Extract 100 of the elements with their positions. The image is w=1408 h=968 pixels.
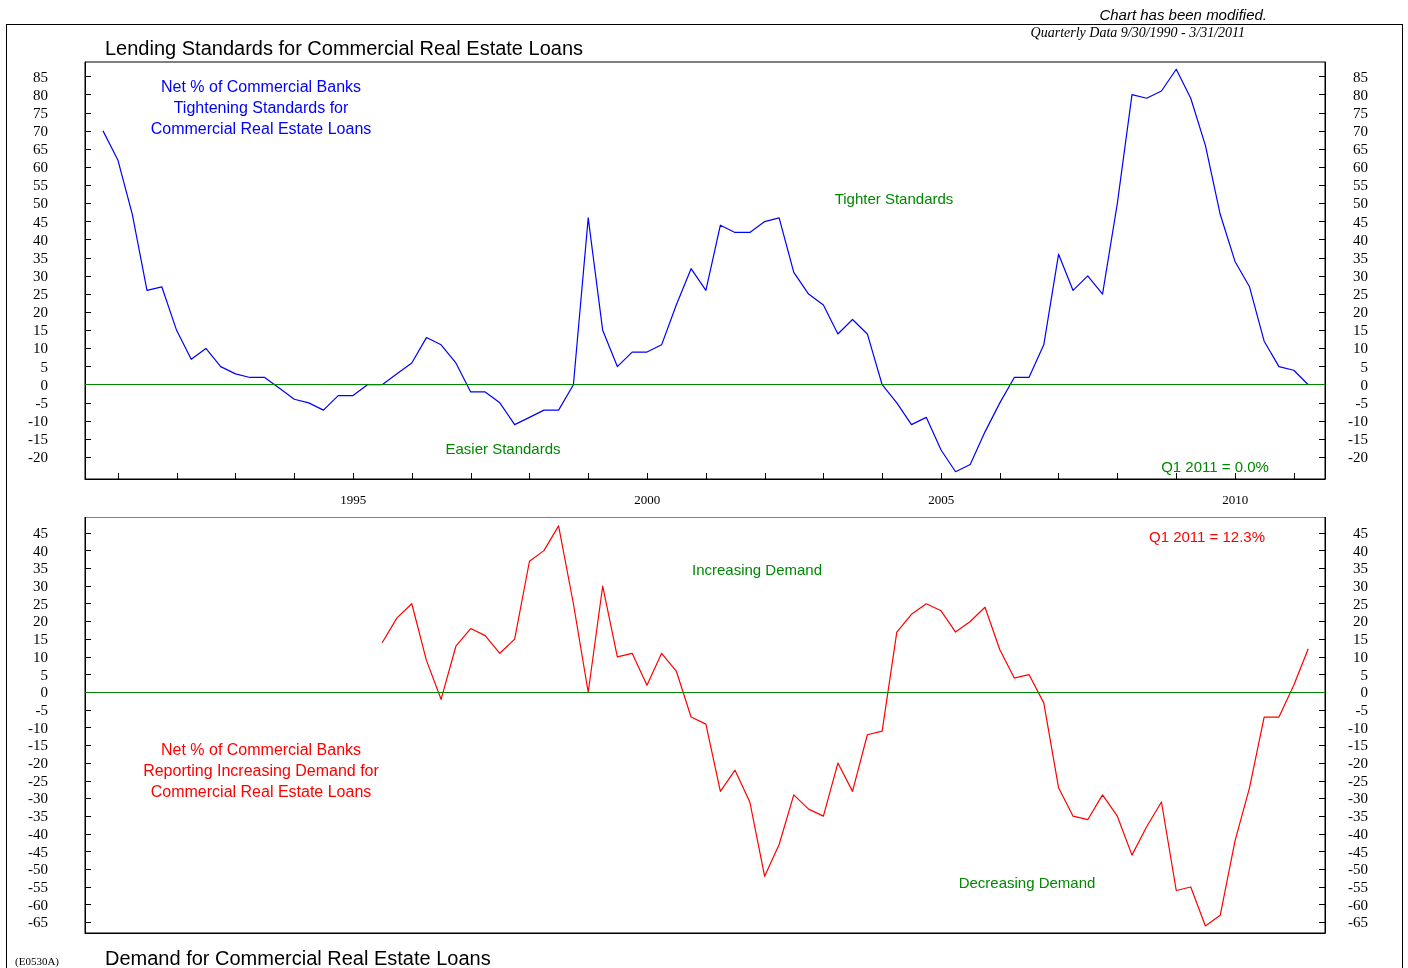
y-tick-label: -65	[28, 914, 48, 931]
y2-tick-label: 45	[1353, 524, 1368, 541]
y2-tick-label: 65	[1353, 141, 1368, 158]
y2-tick-label: -20	[1348, 449, 1368, 466]
y-tick-label: -40	[28, 825, 48, 842]
annotation: Tighter Standards	[834, 189, 954, 207]
y-tick-label: 10	[33, 648, 48, 665]
y2-tick-label: 50	[1353, 195, 1368, 212]
y-tick-label: -60	[28, 896, 48, 913]
text: (E0530A)	[15, 955, 60, 968]
text: Chart has been modified.	[1099, 5, 1267, 23]
y2-tick-label: 25	[1353, 286, 1368, 303]
y-tick-label: 15	[33, 322, 48, 339]
y2-tick-label: 20	[1353, 613, 1368, 630]
y-tick-label: -10	[28, 719, 48, 736]
y-tick-label: 0	[40, 684, 48, 701]
y-tick-label: 40	[33, 231, 48, 248]
y2-tick-label: 5	[1360, 358, 1368, 375]
y2-tick-label: 35	[1353, 249, 1368, 266]
annotation: Q1 2011 = 12.3%	[1148, 527, 1266, 545]
y2-tick-label: -55	[1348, 878, 1368, 895]
y-tick-label: -10	[28, 412, 48, 429]
y-tick-label: 35	[33, 249, 48, 266]
annotation: Easier Standards	[445, 439, 561, 457]
y2-tick-label: 20	[1353, 304, 1368, 321]
annotation: Q1 2011 = 0.0%	[1161, 457, 1269, 475]
line-series	[102, 68, 1309, 473]
y-tick-label: 60	[33, 159, 48, 176]
y2-tick-label: 15	[1353, 322, 1368, 339]
y-tick-label: -30	[28, 790, 48, 807]
y2-tick-label: 35	[1353, 560, 1368, 577]
y-tick-label: 20	[33, 613, 48, 630]
y-tick-label: 50	[33, 195, 48, 212]
y2-tick-label: -40	[1348, 825, 1368, 842]
y-tick-label: -50	[28, 861, 48, 878]
y2-tick-label: 10	[1353, 340, 1368, 357]
y2-tick-label: 55	[1353, 177, 1368, 194]
y-tick-label: 0	[40, 376, 48, 393]
x-tick-label: 1995	[340, 492, 367, 507]
annotation: Increasing Demand	[691, 560, 823, 578]
y-tick-label: 70	[33, 122, 48, 139]
y2-tick-label: -35	[1348, 808, 1368, 825]
y2-tick-label: 25	[1353, 595, 1368, 612]
y2-tick-label: -15	[1348, 737, 1368, 754]
annotation: Decreasing Demand	[958, 873, 1096, 891]
y2-tick-label: -15	[1348, 431, 1368, 448]
y-tick-label: -15	[28, 737, 48, 754]
y2-tick-label: -60	[1348, 896, 1368, 913]
y-tick-label: 55	[33, 177, 48, 194]
y-tick-label: 5	[40, 666, 48, 683]
y-tick-label: 40	[33, 542, 48, 559]
y2-tick-label: -10	[1348, 719, 1368, 736]
text: Net % of Commercial Banks Tightening Standards for Commercial Real Estate Loans	[150, 77, 372, 137]
y2-tick-label: 60	[1353, 159, 1368, 176]
y-tick-label: -5	[35, 701, 48, 718]
y-tick-label: -35	[28, 808, 48, 825]
x-tick-label: 2000	[634, 492, 661, 507]
y-tick-label: -25	[28, 772, 48, 789]
y2-tick-label: 5	[1360, 666, 1368, 683]
y2-tick-label: -20	[1348, 755, 1368, 772]
chart-subtitle: Quarterly Data 9/30/1990 - 3/31/2011	[1030, 24, 1245, 40]
y-tick-label: -15	[28, 431, 48, 448]
y-tick-label: 10	[33, 340, 48, 357]
y2-tick-label: -65	[1348, 914, 1368, 931]
y-tick-label: 85	[33, 68, 48, 85]
chart-title: Lending Standards for Commercial Real Estate Loans	[105, 37, 584, 59]
y2-tick-label: 70	[1353, 122, 1368, 139]
y-tick-label: 45	[33, 213, 48, 230]
line-series	[381, 525, 1309, 927]
y2-tick-label: 85	[1353, 68, 1368, 85]
text: Net % of Commercial Banks Reporting Increasing Demand for Commercial Real Estate Loans	[143, 740, 380, 800]
y2-tick-label: -10	[1348, 412, 1368, 429]
y-tick-label: 30	[33, 267, 48, 284]
y2-tick-label: -30	[1348, 790, 1368, 807]
text: Demand for Commercial Real Estate Loans	[105, 947, 491, 968]
y-tick-label: 35	[33, 560, 48, 577]
y-tick-label: 15	[33, 631, 48, 648]
y2-tick-label: 30	[1353, 578, 1368, 595]
x-tick-label: 2005	[928, 492, 955, 507]
y-tick-label: 45	[33, 524, 48, 541]
y-tick-label: -5	[35, 394, 48, 411]
y-tick-label: 75	[33, 104, 48, 121]
y2-tick-label: 10	[1353, 648, 1368, 665]
y2-tick-label: 75	[1353, 104, 1368, 121]
y2-tick-label: -5	[1355, 394, 1368, 411]
y-tick-label: 20	[33, 304, 48, 321]
y-tick-label: 25	[33, 286, 48, 303]
y-tick-label: -55	[28, 878, 48, 895]
y2-tick-label: -25	[1348, 772, 1368, 789]
y-tick-label: -20	[28, 449, 48, 466]
y-tick-label: 25	[33, 595, 48, 612]
y2-tick-label: 45	[1353, 213, 1368, 230]
y2-tick-label: 80	[1353, 86, 1368, 103]
x-tick-label: 2010	[1222, 492, 1249, 507]
y-tick-label: 80	[33, 86, 48, 103]
y2-tick-label: -45	[1348, 843, 1368, 860]
y-tick-label: 5	[40, 358, 48, 375]
y2-tick-label: 40	[1353, 542, 1368, 559]
y-tick-label: -20	[28, 755, 48, 772]
y-tick-label: -45	[28, 843, 48, 860]
